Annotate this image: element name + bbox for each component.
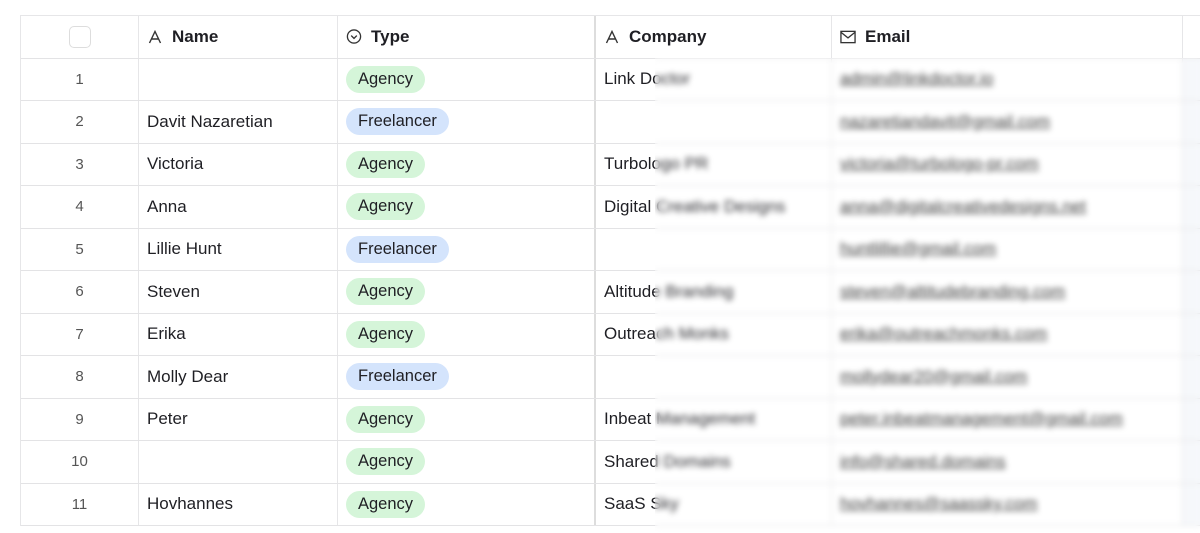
type-tag: Agency xyxy=(346,448,426,476)
type-cell[interactable]: Agency xyxy=(338,186,596,228)
type-cell[interactable]: Agency xyxy=(338,143,596,185)
type-tag: Freelancer xyxy=(346,363,449,391)
column-header-label: Email xyxy=(865,26,911,46)
type-tag: Agency xyxy=(346,278,426,306)
type-tag: Freelancer xyxy=(346,235,449,263)
column-header-type[interactable]: Type xyxy=(338,16,596,58)
type-cell[interactable]: Agency xyxy=(338,441,596,483)
row-number: 2 xyxy=(21,101,139,143)
column-header-label: Type xyxy=(371,26,410,46)
name-cell[interactable]: Molly Dear xyxy=(139,356,338,398)
type-tag: Agency xyxy=(346,405,426,433)
name-cell[interactable]: Erika xyxy=(139,313,338,355)
add-column-cell[interactable] xyxy=(1183,16,1200,58)
row-number: 8 xyxy=(21,356,139,398)
row-number: 9 xyxy=(21,398,139,440)
name-cell[interactable] xyxy=(139,441,338,483)
select-field-icon xyxy=(346,29,362,45)
text-field-icon xyxy=(147,29,163,45)
column-header-label: Name xyxy=(172,26,219,46)
column-header-company[interactable]: Company xyxy=(596,16,832,58)
select-all-checkbox[interactable] xyxy=(68,25,91,48)
type-cell[interactable]: Agency xyxy=(338,398,596,440)
type-tag: Agency xyxy=(346,65,426,93)
type-tag: Agency xyxy=(346,193,426,221)
name-cell[interactable]: Davit Nazaretian xyxy=(139,101,338,143)
name-cell[interactable]: Lillie Hunt xyxy=(139,228,338,270)
row-number: 5 xyxy=(21,228,139,270)
type-tag: Agency xyxy=(346,150,426,178)
row-number: 1 xyxy=(21,58,139,100)
type-cell[interactable]: Freelancer xyxy=(338,101,596,143)
row-number: 7 xyxy=(21,313,139,355)
header-row: Name Type Company Email xyxy=(21,16,1200,59)
name-cell[interactable]: Victoria xyxy=(139,143,338,185)
name-cell[interactable]: Anna xyxy=(139,186,338,228)
column-header-label: Company xyxy=(629,26,707,46)
row-number: 10 xyxy=(21,441,139,483)
text-field-icon xyxy=(604,29,620,45)
type-cell[interactable]: Freelancer xyxy=(338,356,596,398)
type-cell[interactable]: Agency xyxy=(338,58,596,100)
row-number: 6 xyxy=(21,271,139,313)
row-number: 3 xyxy=(21,143,139,185)
row-number: 11 xyxy=(21,483,139,525)
column-header-email[interactable]: Email xyxy=(832,16,1183,58)
name-cell[interactable]: Peter xyxy=(139,398,338,440)
type-tag: Freelancer xyxy=(346,108,449,136)
name-cell[interactable]: Hovhannes xyxy=(139,483,338,525)
type-cell[interactable]: Agency xyxy=(338,271,596,313)
type-cell[interactable]: Agency xyxy=(338,313,596,355)
type-tag: Agency xyxy=(346,320,426,348)
row-number: 4 xyxy=(21,186,139,228)
privacy-blur-overlay xyxy=(655,58,1200,533)
select-all-cell xyxy=(21,16,139,58)
type-tag: Agency xyxy=(346,490,426,518)
name-cell[interactable]: Steven xyxy=(139,271,338,313)
type-cell[interactable]: Agency xyxy=(338,483,596,525)
mail-icon xyxy=(840,29,856,45)
name-cell[interactable] xyxy=(139,58,338,100)
column-header-name[interactable]: Name xyxy=(139,16,338,58)
type-cell[interactable]: Freelancer xyxy=(338,228,596,270)
